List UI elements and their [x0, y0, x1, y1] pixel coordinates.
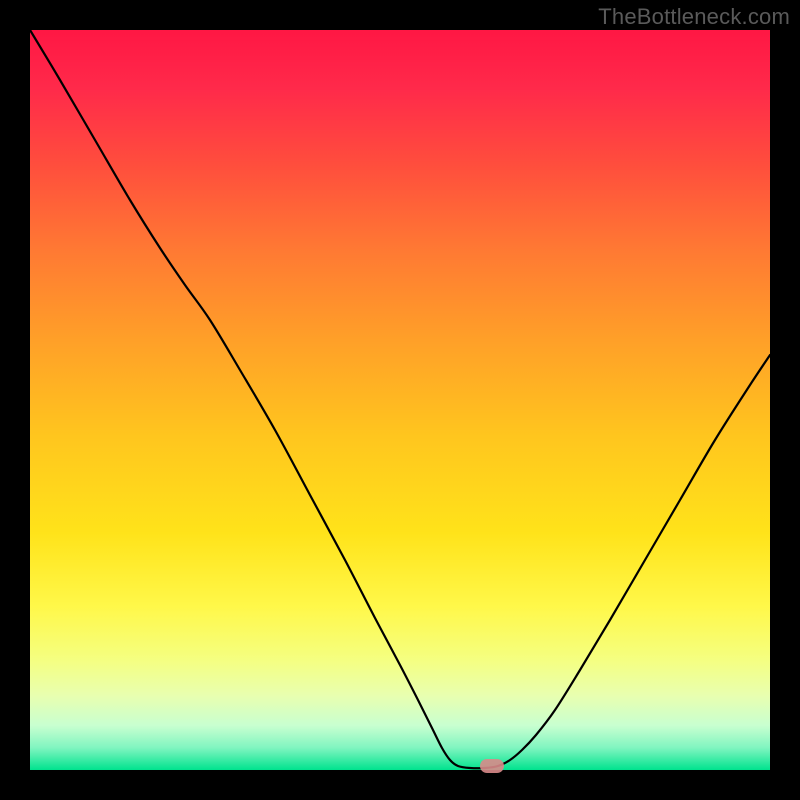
- chart-stage: TheBottleneck.com: [0, 0, 800, 800]
- optimal-marker: [480, 759, 504, 773]
- bottleneck-chart: [0, 0, 800, 800]
- watermark-text: TheBottleneck.com: [598, 4, 790, 30]
- plot-background: [30, 30, 770, 770]
